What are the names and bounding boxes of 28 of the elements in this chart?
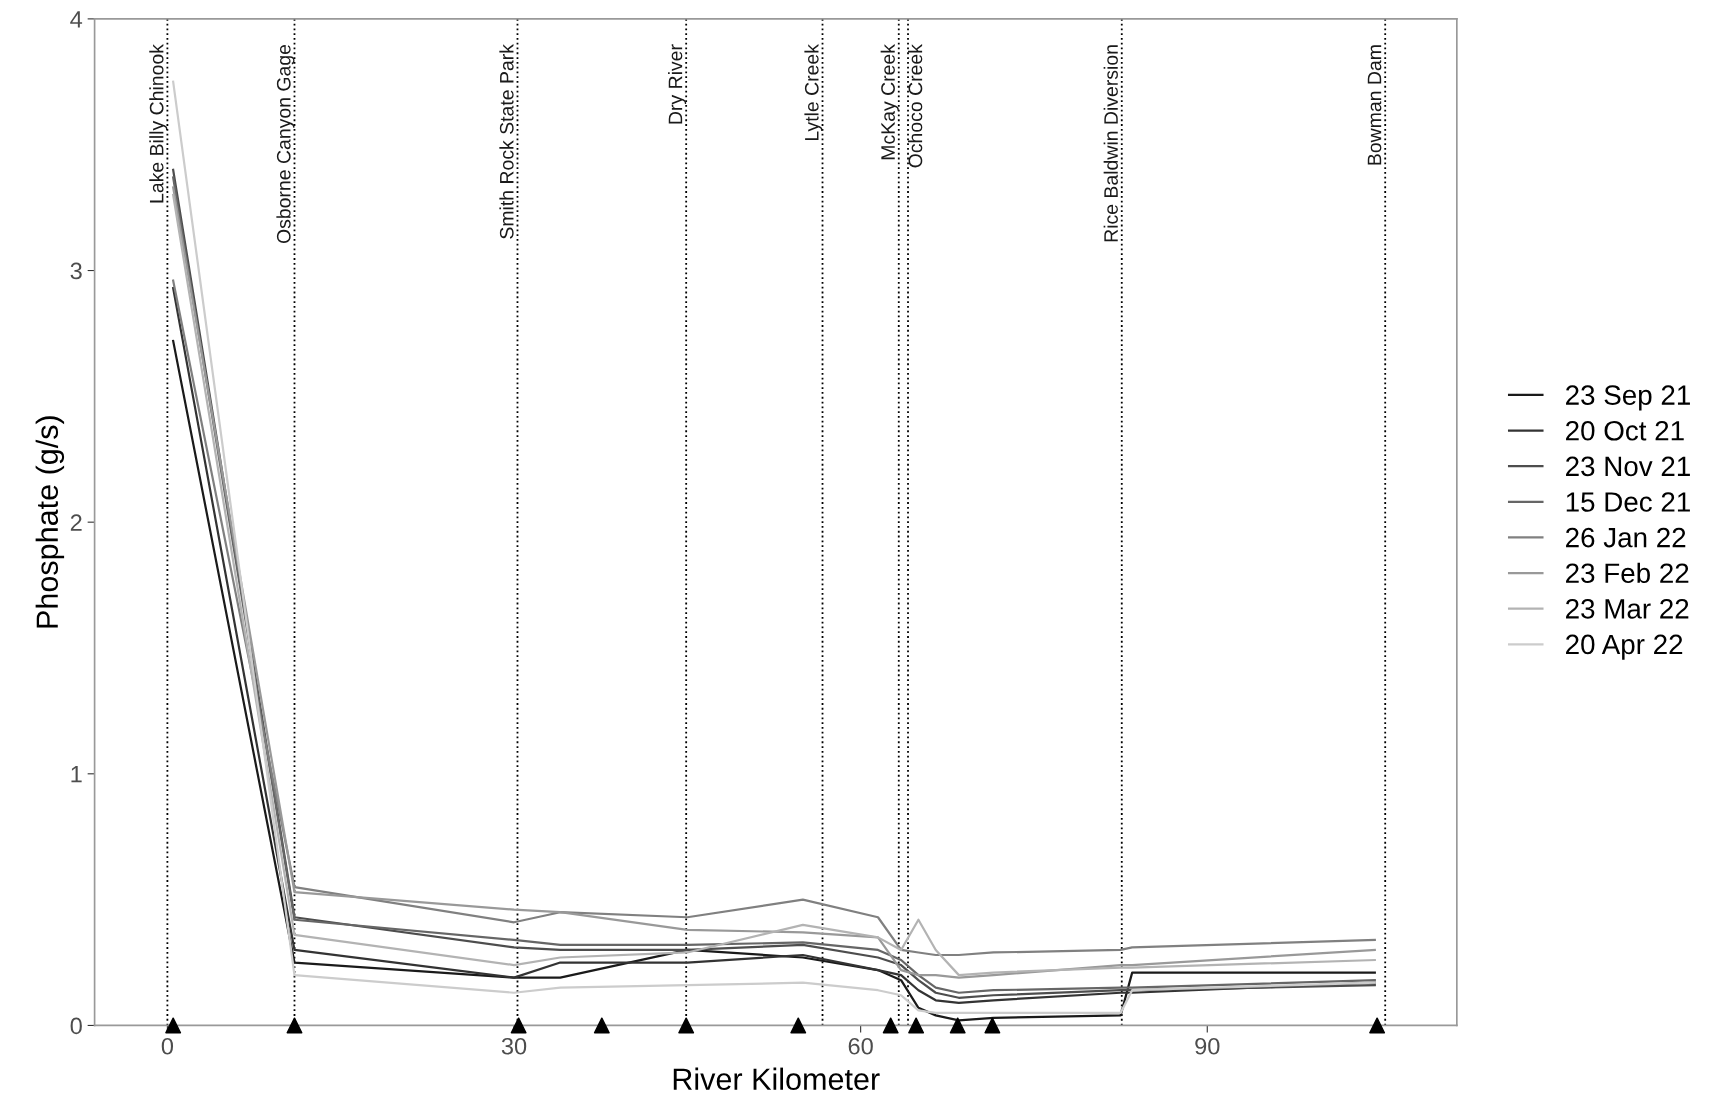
ref-line-label: McKay Creek (880, 44, 899, 160)
ref-line-label: Rice Baldwin Diversion (1103, 45, 1118, 242)
y-tick-label: 0 (70, 1017, 82, 1035)
x-axis-title: River Kilometer (673, 1067, 880, 1091)
ref-line-label: Dry River (668, 44, 687, 124)
legend-label: 20 Apr 22 (1566, 634, 1683, 660)
x-tick-label: 90 (1195, 1037, 1220, 1055)
legend-label: 15 Dec 21 (1566, 492, 1690, 512)
legend-label: 23 Nov 21 (1566, 456, 1690, 477)
x-tick-label: 0 (161, 1037, 174, 1055)
y-tick-label: 4 (70, 11, 83, 28)
y-tick-label: 1 (71, 766, 82, 783)
ref-line-label: Osborne Canyon Gage (276, 44, 295, 244)
ref-line-label: Lytle Creek (804, 44, 823, 141)
legend-label: 23 Feb 22 (1566, 562, 1689, 584)
ref-line-label: Bowman Dam (1367, 45, 1382, 165)
x-tick-label: 30 (501, 1037, 527, 1055)
ref-line-label: Ochoco Creek (908, 44, 923, 168)
legend-label: 23 Sep 21 (1566, 385, 1690, 411)
legend-label: 26 Jan 22 (1566, 527, 1686, 548)
y-tick-label: 3 (70, 262, 82, 280)
ref-line-label: Lake Billy Chinook (149, 44, 168, 203)
legend-label: 20 Oct 21 (1566, 420, 1684, 441)
y-tick-label: 2 (70, 514, 82, 531)
y-axis-title: Phosphate (g/s) (35, 416, 65, 628)
x-tick-label: 60 (848, 1037, 873, 1055)
legend-label: 23 Mar 22 (1566, 599, 1689, 619)
ref-line-label: Smith Rock State Park (499, 44, 514, 239)
